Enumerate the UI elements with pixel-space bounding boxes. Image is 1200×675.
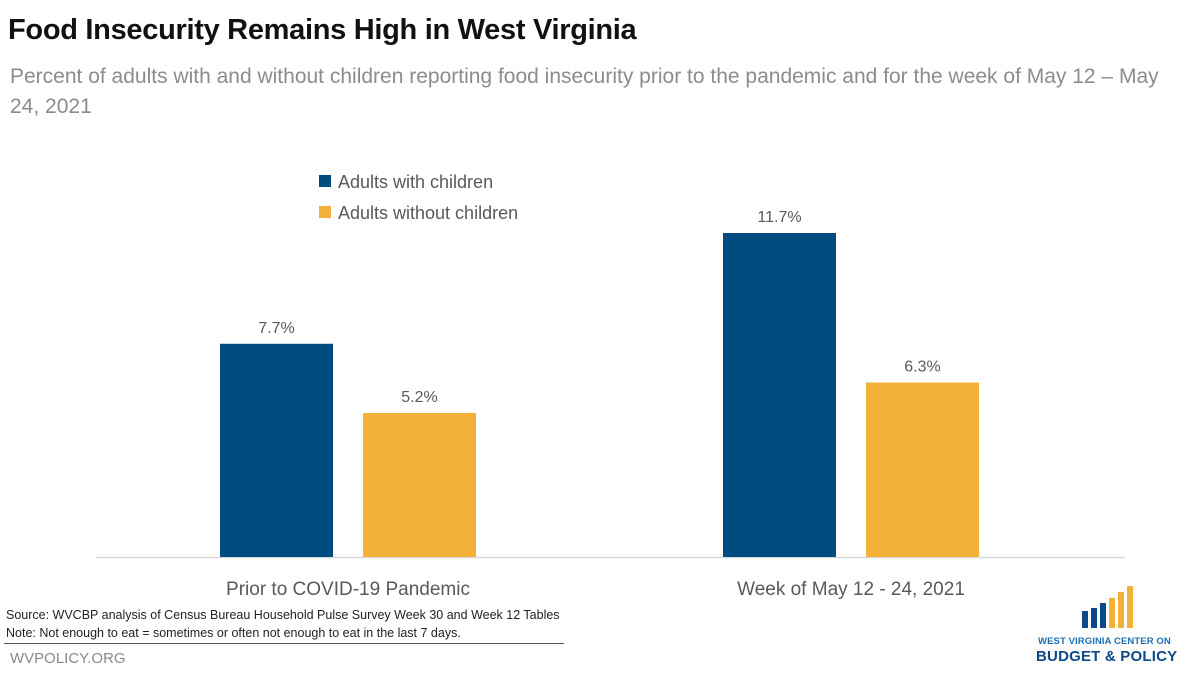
definition-note: Note: Not enough to eat = sometimes or o… [6,626,461,640]
logo-text-line1: WEST VIRGINIA CENTER ON [1038,636,1171,647]
legend: Adults with children Adults without chil… [319,172,518,223]
logo-text-line2: BUDGET & POLICY [1036,648,1178,665]
category-label: Prior to COVID-19 Pandemic [226,579,470,600]
bar-adults-without-children [363,413,476,557]
data-label: 6.3% [904,359,940,376]
source-note: Source: WVCBP analysis of Census Bureau … [6,608,560,622]
category-label: Week of May 12 - 24, 2021 [737,579,965,600]
bar-adults-with-children [723,233,836,557]
bar-adults-with-children [220,343,333,557]
data-label: 5.2% [401,389,437,406]
data-label: 7.7% [258,320,294,337]
chart-title: Food Insecurity Remains High in West Vir… [8,14,637,46]
chart-subtitle: Percent of adults with and without child… [10,65,1159,118]
legend-label-adults-with-children: Adults with children [338,172,493,192]
legend-swatch-adults-with-children [319,175,331,187]
bar-adults-without-children [866,382,979,557]
logo-bars-icon [1082,586,1133,628]
legend-swatch-adults-without-children [319,206,331,218]
data-label: 11.7% [757,209,801,226]
wvcbp-logo: WEST VIRGINIA CENTER ON BUDGET & POLICY [1030,584,1180,669]
footer-divider [4,643,564,644]
site-url: WVPOLICY.ORG [10,650,126,667]
legend-label-adults-without-children: Adults without children [338,203,518,223]
